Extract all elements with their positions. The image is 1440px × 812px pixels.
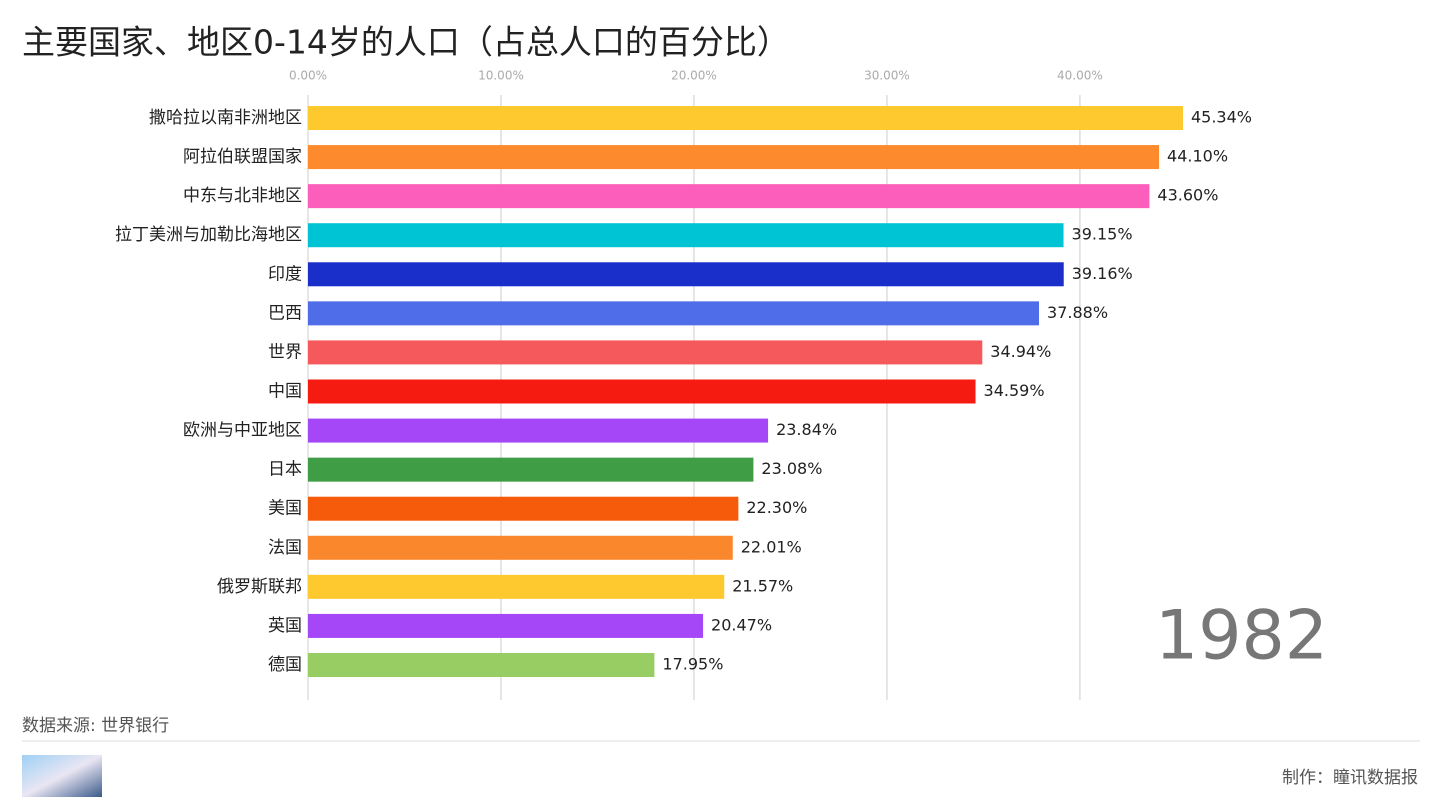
category-label: 中国 [268,382,302,402]
bar [308,106,1183,130]
bar [308,145,1160,170]
category-label: 巴西 [268,303,302,323]
category-label: 英国 [268,616,302,636]
source: 数据来源: 世界银行 [22,716,169,736]
bar [308,418,769,443]
category-label: 拉丁美洲与加勒比海地区 [115,225,302,245]
value-label: 34.94% [990,342,1051,361]
category-label: 中东与北非地区 [183,186,302,206]
bar [308,223,1064,248]
bar [308,535,733,560]
category-label: 俄罗斯联邦 [217,577,302,597]
value-label: 34.59% [984,381,1045,400]
bar [308,457,754,482]
value-label: 22.30% [746,498,807,517]
value-label: 39.15% [1072,225,1133,244]
bar [308,262,1064,287]
value-label: 23.08% [761,459,822,478]
bar [308,340,983,365]
category-label: 美国 [268,499,302,519]
value-label: 44.10% [1167,147,1228,166]
value-label: 39.16% [1072,264,1133,283]
bar [308,379,976,404]
value-label: 20.47% [711,615,772,634]
bar [308,574,725,599]
x-tick-label: 20.00% [671,69,717,83]
value-label: 45.34% [1191,108,1252,127]
category-label: 法国 [268,538,302,558]
x-tick-label: 40.00% [1057,69,1103,83]
bar [308,496,739,521]
year-label: 1982 [1155,597,1328,676]
bar [308,613,704,638]
value-label: 23.84% [776,420,837,439]
value-label: 17.95% [662,655,723,674]
avatar [22,755,102,797]
x-tick-label: 10.00% [478,69,524,83]
category-label: 世界 [268,342,302,362]
value-label: 43.60% [1157,186,1218,205]
value-label: 21.57% [732,576,793,595]
value-label: 22.01% [741,537,802,556]
bar [308,301,1040,326]
category-label: 德国 [268,655,302,675]
chart-title: 主要国家、地区0-14岁的人口（占总人口的百分比） [22,23,790,62]
category-label: 欧洲与中亚地区 [183,421,302,441]
value-label: 37.88% [1047,303,1108,322]
x-tick-label: 0.00% [289,69,327,83]
bar [308,184,1150,209]
credit: 制作：瞳讯数据报 [1282,768,1418,788]
category-label: 日本 [268,460,302,480]
category-label: 阿拉伯联盟国家 [183,147,302,167]
category-label: 印度 [268,264,302,284]
x-tick-label: 30.00% [864,69,910,83]
category-label: 撒哈拉以南非洲地区 [149,108,302,128]
bar [308,653,655,677]
